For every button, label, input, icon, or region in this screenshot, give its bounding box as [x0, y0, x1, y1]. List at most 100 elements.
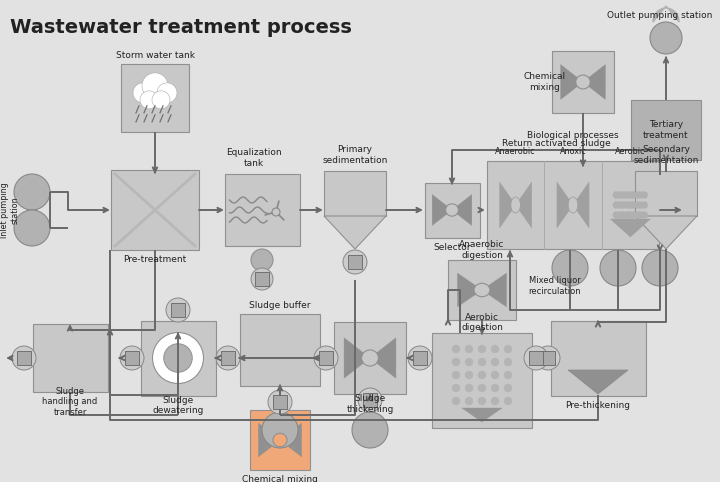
- Polygon shape: [516, 182, 531, 228]
- Polygon shape: [500, 182, 516, 228]
- Circle shape: [641, 201, 648, 209]
- Polygon shape: [258, 423, 280, 457]
- Circle shape: [478, 345, 486, 353]
- Text: Pre-treatment: Pre-treatment: [123, 255, 186, 265]
- Bar: [631, 100, 701, 160]
- Text: Anaerobic
digestion: Anaerobic digestion: [459, 241, 505, 260]
- Bar: [432, 333, 532, 428]
- Bar: [225, 174, 300, 246]
- Text: Sludge
handling and
transfer: Sludge handling and transfer: [42, 387, 98, 417]
- Ellipse shape: [474, 283, 490, 297]
- Circle shape: [634, 201, 641, 209]
- Circle shape: [465, 397, 473, 405]
- Polygon shape: [452, 195, 472, 226]
- Circle shape: [634, 191, 641, 199]
- Bar: [529, 351, 543, 364]
- Bar: [125, 351, 138, 364]
- Polygon shape: [344, 338, 370, 378]
- Circle shape: [408, 346, 432, 370]
- Circle shape: [465, 358, 473, 366]
- Polygon shape: [462, 408, 502, 422]
- Circle shape: [630, 201, 636, 209]
- Text: Primary
sedimentation: Primary sedimentation: [323, 145, 387, 165]
- Circle shape: [142, 73, 168, 99]
- Text: Chemical
mixing: Chemical mixing: [524, 72, 566, 92]
- Text: Storm water tank: Storm water tank: [115, 51, 194, 59]
- Circle shape: [465, 345, 473, 353]
- Circle shape: [358, 388, 382, 412]
- Polygon shape: [583, 65, 606, 99]
- Polygon shape: [611, 219, 650, 237]
- Text: Sludge buffer: Sludge buffer: [249, 300, 311, 309]
- Polygon shape: [557, 182, 573, 228]
- Text: Inlet pumping
station: Inlet pumping station: [0, 182, 19, 238]
- Polygon shape: [568, 370, 628, 394]
- Bar: [171, 303, 184, 317]
- Circle shape: [478, 384, 486, 392]
- Circle shape: [504, 371, 512, 379]
- Circle shape: [636, 191, 644, 199]
- Circle shape: [630, 191, 636, 199]
- Text: Selector: Selector: [433, 243, 471, 252]
- Circle shape: [630, 212, 636, 218]
- Ellipse shape: [511, 197, 521, 213]
- Text: Tertiary
treatment: Tertiary treatment: [643, 120, 689, 140]
- Circle shape: [504, 345, 512, 353]
- Circle shape: [617, 201, 624, 209]
- Circle shape: [152, 91, 170, 109]
- Text: Outlet pumping station: Outlet pumping station: [607, 11, 713, 19]
- Bar: [334, 322, 406, 394]
- Polygon shape: [561, 65, 583, 99]
- Circle shape: [624, 201, 631, 209]
- Text: Aerobic: Aerobic: [615, 147, 646, 157]
- Circle shape: [251, 268, 273, 290]
- Circle shape: [491, 384, 499, 392]
- Circle shape: [14, 210, 50, 246]
- Circle shape: [536, 346, 560, 370]
- Circle shape: [650, 22, 682, 54]
- Circle shape: [617, 191, 624, 199]
- Circle shape: [600, 250, 636, 286]
- Ellipse shape: [273, 433, 287, 447]
- Circle shape: [478, 358, 486, 366]
- Circle shape: [452, 345, 460, 353]
- Circle shape: [641, 212, 648, 218]
- Circle shape: [452, 397, 460, 405]
- Circle shape: [624, 212, 631, 218]
- Circle shape: [620, 201, 627, 209]
- Bar: [32, 324, 107, 392]
- Circle shape: [504, 384, 512, 392]
- Text: Anoxic: Anoxic: [559, 147, 586, 157]
- Circle shape: [133, 83, 153, 103]
- Circle shape: [166, 298, 190, 322]
- Ellipse shape: [568, 197, 578, 213]
- Circle shape: [613, 201, 620, 209]
- Circle shape: [613, 191, 620, 199]
- Circle shape: [314, 346, 338, 370]
- Circle shape: [524, 346, 548, 370]
- Text: Aerobic
digestion: Aerobic digestion: [461, 313, 503, 332]
- Polygon shape: [324, 216, 386, 249]
- Circle shape: [627, 201, 634, 209]
- Circle shape: [491, 358, 499, 366]
- Text: Return activated sludge: Return activated sludge: [502, 138, 611, 147]
- Circle shape: [262, 412, 298, 448]
- Circle shape: [636, 212, 644, 218]
- Circle shape: [163, 344, 192, 372]
- Circle shape: [272, 208, 280, 216]
- Circle shape: [268, 390, 292, 414]
- Circle shape: [343, 250, 367, 274]
- Text: Biological processes: Biological processes: [527, 131, 618, 139]
- Bar: [240, 314, 320, 386]
- Circle shape: [627, 212, 634, 218]
- Text: Mixed liquor
recirculation: Mixed liquor recirculation: [528, 276, 581, 295]
- Circle shape: [491, 345, 499, 353]
- Circle shape: [157, 83, 177, 103]
- Bar: [274, 395, 287, 409]
- Circle shape: [465, 371, 473, 379]
- Bar: [222, 351, 235, 364]
- Circle shape: [620, 212, 627, 218]
- Circle shape: [452, 371, 460, 379]
- Circle shape: [478, 371, 486, 379]
- Bar: [140, 321, 215, 396]
